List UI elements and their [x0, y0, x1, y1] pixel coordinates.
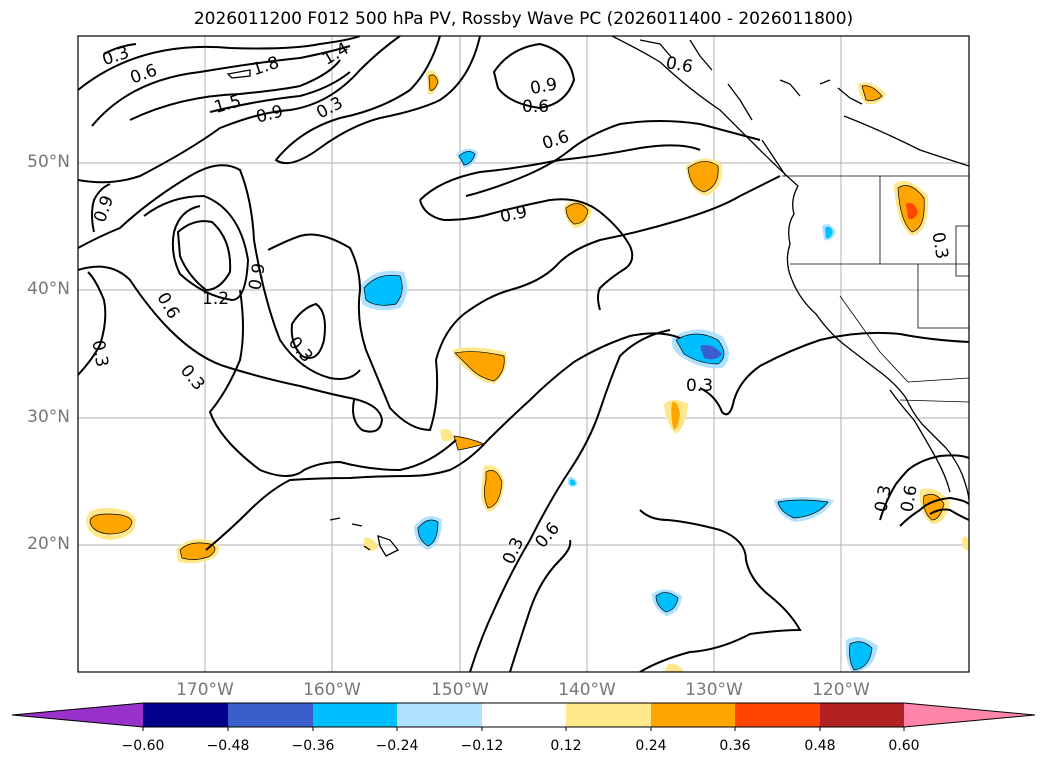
colorbar-tick-label: 0.12 [550, 738, 582, 754]
contour-label: 0.9 [529, 75, 559, 99]
positive-anomaly-areas [86, 70, 969, 672]
lon-label: 120°W [812, 680, 870, 700]
colorbar-ticks [142, 727, 905, 731]
colorbar-segment [820, 703, 904, 727]
contour-label: 0.9 [245, 262, 269, 292]
lon-label: 170°W [176, 680, 234, 700]
colorbar-segment [735, 703, 820, 727]
map-frame [77, 35, 970, 673]
pv-contours [78, 36, 969, 672]
colorbar-segment [566, 703, 651, 727]
lat-label: 50°N [27, 152, 70, 172]
contour-label: 0.6 [522, 97, 549, 117]
colorbar-extend-min [12, 703, 143, 727]
colorbar-segment [482, 703, 566, 727]
lon-label: 140°W [558, 680, 616, 700]
colorbar-segment [143, 703, 228, 727]
lat-label: 20°N [27, 534, 70, 554]
contour-label: 0.3 [87, 339, 111, 369]
colorbar-tick-label: 0.60 [888, 738, 920, 754]
colorbar-tick-label: −0.48 [206, 738, 250, 754]
colorbar-tick-label: 0.24 [635, 738, 667, 754]
colorbar-tick-label: −0.36 [291, 738, 335, 754]
negative-anomaly-areas [360, 148, 878, 672]
lon-label: 160°W [303, 680, 361, 700]
map-title: 2026011200 F012 500 hPa PV, Rossby Wave … [193, 9, 854, 29]
colorbar-segment [397, 703, 482, 727]
lon-label: 130°W [685, 680, 743, 700]
colorbar-tick-label: 0.36 [719, 738, 751, 754]
lat-label: 40°N [27, 279, 70, 299]
colorbar-segment [313, 703, 397, 727]
contour-label: 0.6 [897, 484, 921, 514]
colorbar-extend-max [904, 703, 1035, 727]
contour-label: 0.3 [871, 484, 895, 514]
contour-label: 0.3 [927, 231, 951, 261]
lon-label: 150°W [431, 680, 489, 700]
colorbar-tick-label: −0.12 [460, 738, 504, 754]
colorbar-tick-label: 0.48 [804, 738, 836, 754]
map-background [78, 36, 969, 672]
colorbar-segment [651, 703, 735, 727]
coastlines [226, 36, 969, 557]
colorbar-tick-label: −0.24 [375, 738, 419, 754]
colorbar-segment [228, 703, 313, 727]
colorbar-tick-label: −0.60 [121, 738, 165, 754]
lat-label: 30°N [27, 407, 70, 427]
contour-label: 0.6 [664, 53, 694, 77]
contour-label: 1.2 [202, 289, 229, 309]
contour-label: 0.3 [686, 376, 713, 396]
colorbar [11, 702, 1036, 731]
political-borders [782, 175, 969, 403]
